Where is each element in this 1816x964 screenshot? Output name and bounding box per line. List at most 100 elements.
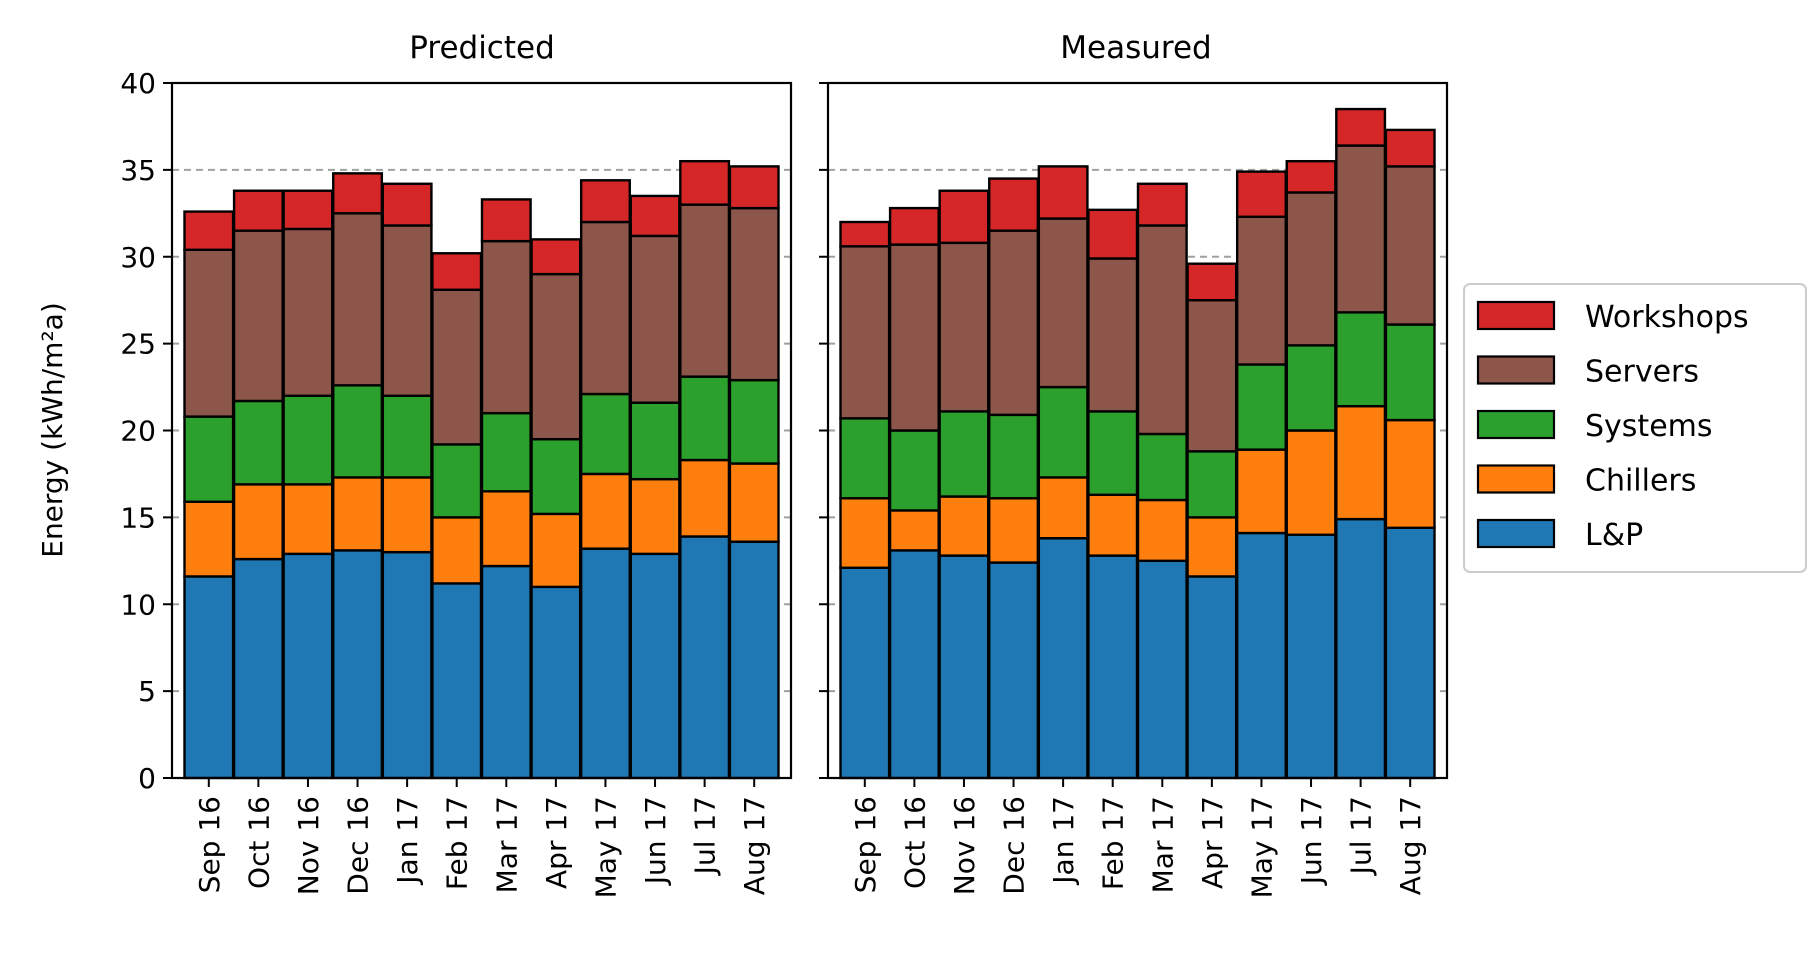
- legend-swatch-l-p: [1476, 518, 1556, 549]
- bar-chillers: [1136, 498, 1188, 563]
- bar-chillers: [629, 477, 681, 556]
- bar-servers: [839, 245, 891, 420]
- bar-servers: [1087, 257, 1139, 413]
- plot-frame-measured: [826, 81, 1449, 780]
- bar-systems: [1186, 450, 1238, 519]
- bar-systems: [1235, 363, 1287, 451]
- bar-workshops: [839, 220, 891, 248]
- bars-measured: [839, 107, 1436, 780]
- bar-l-p: [1087, 554, 1139, 780]
- bar-systems: [1087, 410, 1139, 496]
- bar-l-p: [839, 566, 891, 780]
- panel-predicted: Predicted Energy (kWh/m²a) 0 5 10 15 20 25 30 3…: [36, 30, 793, 898]
- bar-chillers: [1186, 516, 1238, 578]
- bar-systems: [183, 415, 235, 503]
- x-tick-label: Aug 17: [1394, 796, 1427, 895]
- bar-l-p: [1235, 531, 1287, 780]
- bar-servers: [1186, 298, 1238, 453]
- bar-workshops: [1335, 107, 1387, 147]
- bar-systems: [431, 443, 483, 519]
- bar-workshops: [431, 252, 483, 291]
- legend-swatch-servers: [1476, 355, 1556, 385]
- bar-l-p: [530, 585, 582, 780]
- y-tick-label: 10: [120, 588, 156, 621]
- bar-servers: [938, 241, 990, 413]
- x-tick-label: Mar 17: [490, 796, 523, 893]
- x-tick-label: Jul 17: [689, 796, 722, 876]
- bar-workshops: [381, 182, 433, 227]
- panel-measured: Measured Sep 16 Oct 16 Nov 16 Dec 16 Jan 17 F…: [819, 30, 1449, 898]
- bar-chillers: [480, 490, 532, 568]
- bar-l-p: [579, 547, 631, 780]
- bar-chillers: [183, 500, 235, 578]
- legend-label-chillers: Chillers: [1585, 464, 1696, 499]
- bar-systems: [282, 394, 334, 486]
- bar-l-p: [431, 582, 483, 780]
- y-ticks-measured: [819, 82, 828, 779]
- bar-l-p: [232, 557, 284, 780]
- x-tick-labels-measured: Sep 16 Oct 16 Nov 16 Dec 16 Jan 17 Feb 17 Mar …: [849, 778, 1427, 898]
- bar-chillers: [381, 476, 433, 554]
- bars-predicted: [183, 159, 780, 780]
- bar-systems: [728, 378, 780, 465]
- bar-workshops: [579, 179, 631, 224]
- bar-l-p: [480, 564, 532, 780]
- legend-label-workshops: Workshops: [1585, 300, 1749, 335]
- plot-frame-predicted: [170, 81, 793, 780]
- bar-chillers: [232, 483, 284, 561]
- x-tick-label: May 17: [589, 796, 622, 898]
- y-axis-label: Energy (kWh/m²a): [36, 302, 69, 558]
- bar-workshops: [629, 194, 681, 238]
- bar-workshops: [332, 172, 384, 215]
- legend-swatch-workshops: [1476, 300, 1556, 331]
- bar-chillers: [579, 472, 631, 550]
- bar-workshops: [1136, 182, 1188, 227]
- bar-workshops: [282, 189, 334, 231]
- bar-servers: [579, 220, 631, 396]
- x-tick-label: Dec 16: [998, 796, 1031, 895]
- bar-chillers: [888, 509, 940, 552]
- bar-chillers: [431, 516, 483, 585]
- bar-l-p: [629, 552, 681, 780]
- bar-systems: [232, 399, 284, 486]
- bar-servers: [232, 229, 284, 403]
- bar-systems: [888, 429, 940, 512]
- x-tick-label: Feb 17: [441, 796, 474, 890]
- bar-l-p: [1136, 559, 1188, 780]
- bar-chillers: [938, 495, 990, 557]
- bar-chillers: [728, 462, 780, 543]
- y-tick-label: 0: [138, 762, 156, 795]
- bar-servers: [282, 227, 334, 397]
- bar-chillers: [1384, 418, 1436, 530]
- bar-systems: [332, 384, 384, 479]
- bar-workshops: [1087, 208, 1139, 260]
- bar-systems: [480, 411, 532, 493]
- bar-workshops: [679, 159, 731, 206]
- bar-l-p: [183, 575, 235, 780]
- x-tick-label: Jun 17: [639, 796, 672, 886]
- x-tick-label: Jan 17: [391, 796, 424, 886]
- bar-workshops: [728, 165, 780, 210]
- x-tick-labels-predicted: Sep 16 Oct 16 Nov 16 Dec 16 Jan 17 Feb 17 Mar …: [193, 778, 771, 898]
- y-tick-label: 5: [138, 675, 156, 708]
- bar-systems: [629, 401, 681, 481]
- x-tick-label: Oct 16: [242, 796, 275, 889]
- bar-l-p: [332, 549, 384, 780]
- bar-systems: [988, 413, 1040, 500]
- bar-l-p: [282, 552, 334, 780]
- bar-chillers: [1087, 493, 1139, 557]
- y-tick-label: 40: [120, 67, 156, 100]
- bar-chillers: [1285, 429, 1337, 536]
- y-tick-label: 25: [120, 328, 156, 361]
- bar-servers: [332, 212, 384, 387]
- bar-workshops: [988, 177, 1040, 232]
- bar-l-p: [988, 561, 1040, 780]
- x-tick-label: Oct 16: [898, 796, 931, 889]
- bar-workshops: [888, 206, 940, 246]
- x-tick-label: Jun 17: [1295, 796, 1328, 886]
- bar-chillers: [1335, 404, 1387, 521]
- x-tick-label: Nov 16: [948, 796, 981, 895]
- y-tick-label: 15: [120, 501, 156, 534]
- bar-servers: [629, 234, 681, 404]
- bar-systems: [1335, 311, 1387, 408]
